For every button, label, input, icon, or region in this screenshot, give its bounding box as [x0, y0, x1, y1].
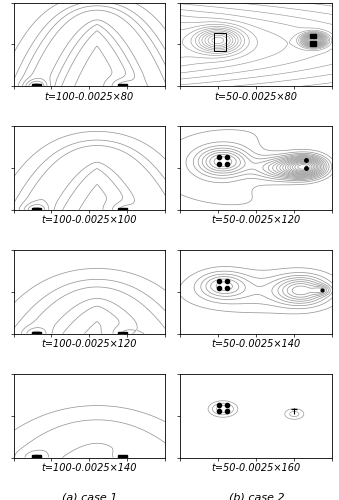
Bar — [118, 84, 127, 86]
Text: (b) case 2: (b) case 2 — [228, 492, 284, 500]
X-axis label: t=50-0.0025×140: t=50-0.0025×140 — [212, 340, 301, 349]
X-axis label: t=100-0.0025×120: t=100-0.0025×120 — [42, 340, 137, 349]
X-axis label: t=100-0.0025×100: t=100-0.0025×100 — [42, 216, 137, 226]
Bar — [118, 456, 127, 458]
Bar — [32, 208, 41, 210]
Bar — [310, 34, 316, 38]
X-axis label: t=50-0.0025×80: t=50-0.0025×80 — [215, 92, 298, 102]
Bar — [32, 456, 41, 458]
Bar — [118, 208, 127, 210]
X-axis label: t=100-0.0025×80: t=100-0.0025×80 — [45, 92, 134, 102]
Text: (a) case 1: (a) case 1 — [62, 492, 117, 500]
Bar — [310, 42, 316, 46]
X-axis label: t=100-0.0025×140: t=100-0.0025×140 — [42, 463, 137, 473]
Bar — [32, 84, 41, 86]
X-axis label: t=50-0.0025×120: t=50-0.0025×120 — [212, 216, 301, 226]
Bar — [32, 332, 41, 334]
X-axis label: t=50-0.0025×160: t=50-0.0025×160 — [212, 463, 301, 473]
Bar — [214, 32, 226, 51]
Bar — [118, 332, 127, 334]
